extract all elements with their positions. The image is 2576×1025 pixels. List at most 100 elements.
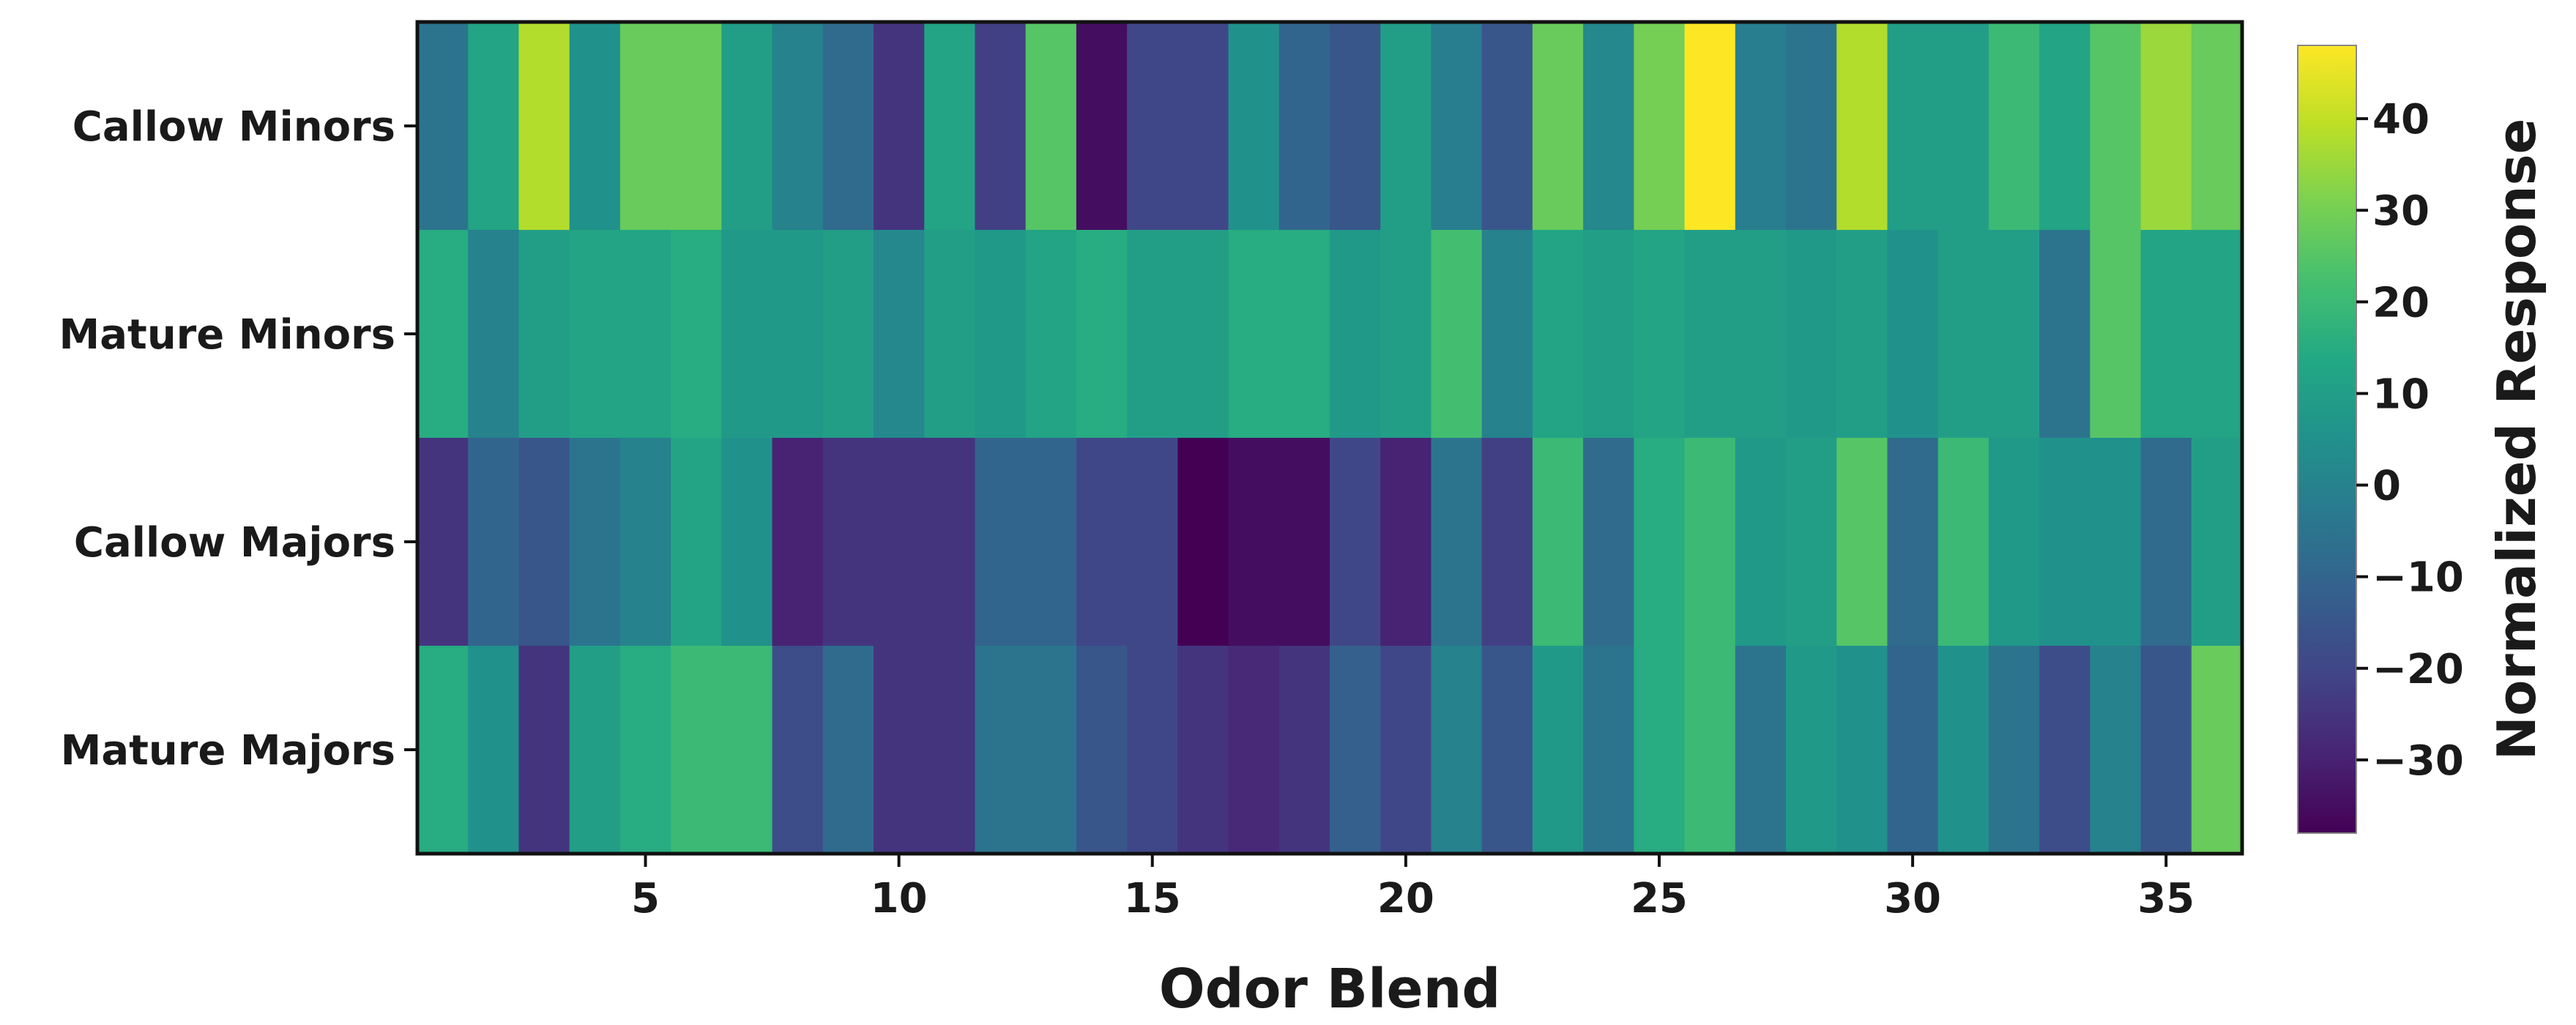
heatmap-cell: [2191, 646, 2243, 854]
heatmap-cell: [1735, 646, 1787, 854]
heatmap-cell: [619, 230, 671, 439]
plot-frame: [415, 20, 2244, 856]
heatmap-cell: [1836, 230, 1888, 439]
heatmap-cell: [1278, 22, 1330, 231]
heatmap-cell: [468, 438, 520, 646]
colorbar-title: Normalized Response: [2486, 119, 2547, 761]
heatmap-cell: [721, 22, 773, 231]
colorbar-tick-label: 40: [2372, 96, 2430, 144]
heatmap-cell: [975, 438, 1027, 646]
heatmap-cell: [1076, 22, 1128, 231]
heatmap-cell: [518, 646, 570, 854]
heatmap-cell: [1988, 438, 2040, 646]
heatmap-cell: [822, 230, 874, 439]
heatmap-cell: [1937, 438, 1989, 646]
heatmap-cell: [1786, 438, 1838, 646]
heatmap-cell: [1127, 230, 1179, 439]
heatmap-cell: [822, 22, 874, 231]
heatmap-cell: [2039, 22, 2091, 231]
row-labels: Callow Minors Mature Minors Callow Majors M…: [59, 103, 417, 775]
heatmap-cell: [518, 22, 570, 231]
heatmap-cell: [874, 646, 926, 854]
heatmap-cell: [1988, 22, 2040, 231]
x-tick-label: 20: [1377, 875, 1434, 922]
heatmap-cell: [2140, 22, 2192, 231]
heatmap-cell: [2090, 230, 2142, 439]
heatmap-cell: [1177, 438, 1229, 646]
heatmap-cell: [1532, 230, 1584, 439]
heatmap-cell: [1836, 646, 1888, 854]
heatmap-cell: [1431, 438, 1483, 646]
heatmap-cell: [1887, 22, 1939, 231]
heatmap-cell: [671, 646, 723, 854]
heatmap-cell: [1076, 230, 1128, 439]
x-tick-label: 25: [1631, 875, 1688, 922]
heatmap-cell: [468, 22, 520, 231]
heatmap-cell: [1684, 22, 1736, 231]
heatmap-cell: [2140, 438, 2192, 646]
heatmap-cell: [671, 22, 723, 231]
colorbar-tick-label: 20: [2372, 279, 2430, 327]
heatmap-cell: [772, 22, 824, 231]
heatmap-cell: [671, 438, 723, 646]
heatmap-cell: [975, 230, 1027, 439]
heatmap-cells: [417, 22, 2243, 854]
heatmap-cell: [1278, 230, 1330, 439]
heatmap-cell: [924, 646, 976, 854]
heatmap-cell: [772, 646, 824, 854]
heatmap-cell: [1127, 646, 1179, 854]
heatmap-cell: [772, 438, 824, 646]
colorbar-tick-label: −10: [2372, 554, 2464, 602]
heatmap-cell: [2140, 646, 2192, 854]
colorbar-tick-label: 10: [2372, 370, 2430, 418]
heatmap-cell: [1025, 438, 1077, 646]
heatmap-cell: [2039, 230, 2091, 439]
heatmap-cell: [1583, 22, 1635, 231]
heatmap-cell: [1735, 438, 1787, 646]
heatmap-cell: [1634, 22, 1686, 231]
heatmap-cell: [417, 22, 469, 231]
x-tick-label: 30: [1884, 875, 1941, 922]
row-label: Callow Minors: [72, 103, 395, 151]
colorbar-tick-label: 0: [2372, 463, 2401, 510]
heatmap-cell: [721, 646, 773, 854]
heatmap-cell: [1380, 646, 1432, 854]
x-axis-title: Odor Blend: [1159, 958, 1501, 1021]
colorbar-tick-label: −30: [2372, 737, 2464, 785]
heatmap-cell: [417, 646, 469, 854]
heatmap-cell: [1431, 22, 1483, 231]
heatmap-cell: [1177, 646, 1229, 854]
heatmap-cell: [1532, 22, 1584, 231]
heatmap-cell: [518, 438, 570, 646]
x-tick-label: 35: [2137, 875, 2195, 922]
heatmap-cell: [975, 646, 1027, 854]
colorbar: [2297, 45, 2357, 834]
heatmap-cell: [1330, 22, 1382, 231]
heatmap-cell: [1634, 646, 1686, 854]
heatmap-cell: [1937, 230, 1989, 439]
row-label: Callow Majors: [74, 519, 395, 567]
heatmap-cell: [2191, 438, 2243, 646]
heatmap-cell: [1025, 646, 1077, 854]
heatmap-cell: [1988, 230, 2040, 439]
heatmap-cell: [924, 230, 976, 439]
heatmap-cell: [2039, 646, 2091, 854]
heatmap-cell: [569, 646, 621, 854]
heatmap-cell: [1887, 230, 1939, 439]
heatmap-cell: [468, 646, 520, 854]
heatmap-cell: [1076, 646, 1128, 854]
heatmap-cell: [874, 230, 926, 439]
heatmap-cell: [1127, 438, 1179, 646]
heatmap-cell: [1887, 646, 1939, 854]
heatmap-cell: [1988, 646, 2040, 854]
heatmap-cell: [1330, 646, 1382, 854]
heatmap-cell: [1025, 22, 1077, 231]
colorbar-tick-label: 30: [2372, 187, 2430, 235]
heatmap-cell: [721, 230, 773, 439]
heatmap-cell: [975, 22, 1027, 231]
heatmap-cell: [1127, 22, 1179, 231]
heatmap-cell: [2090, 438, 2142, 646]
heatmap-cell: [1583, 646, 1635, 854]
heatmap-cell: [1634, 230, 1686, 439]
